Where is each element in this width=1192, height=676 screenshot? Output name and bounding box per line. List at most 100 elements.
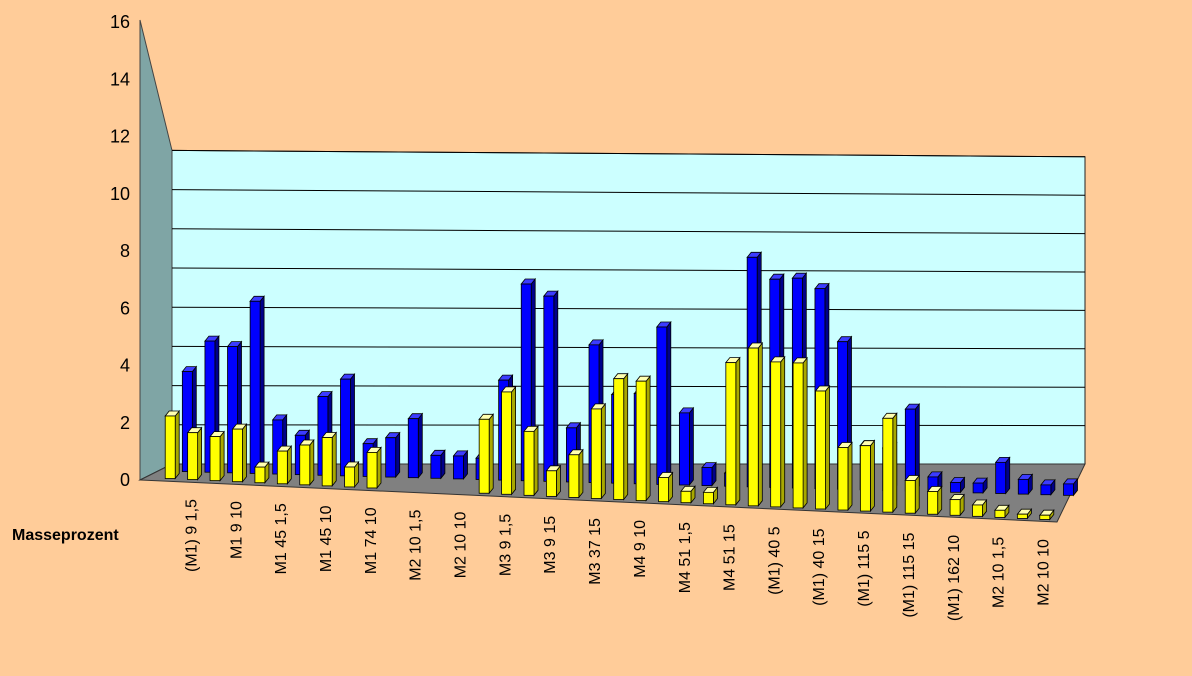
bar-yellow-40-front xyxy=(1039,514,1051,520)
bar-blue-22-front xyxy=(656,326,668,485)
bar-yellow-4 xyxy=(231,422,248,483)
bar-yellow-10-front xyxy=(366,452,378,489)
bar-yellow-23 xyxy=(657,471,674,503)
bar-yellow-3 xyxy=(209,430,225,482)
bar-yellow-22 xyxy=(635,375,651,502)
bar-blue-24 xyxy=(701,461,717,487)
bar-yellow-31-front xyxy=(837,447,849,511)
bar-blue-17-front xyxy=(543,295,555,482)
bar-yellow-34-front xyxy=(904,480,916,514)
bar-yellow-31-side xyxy=(847,441,853,512)
x-tick-label: M4 51 15 xyxy=(722,524,739,591)
bar-yellow-7-front xyxy=(299,444,311,486)
side-wall xyxy=(139,19,173,481)
x-tick-label: (M1) 162 10 xyxy=(946,535,963,621)
bar-yellow-27-side xyxy=(757,341,763,507)
bar-yellow-23-front xyxy=(658,477,669,503)
bar-yellow-2-side xyxy=(197,426,203,481)
bar-yellow-29-front xyxy=(792,362,804,509)
bar-blue-17-side xyxy=(553,289,559,483)
bar-yellow-38-front xyxy=(994,509,1006,518)
bar-yellow-30 xyxy=(814,384,831,511)
bar-yellow-26-front xyxy=(725,362,737,506)
x-tick-label: M3 9 1,5 xyxy=(497,514,514,576)
bar-yellow-21-front xyxy=(613,378,625,500)
bar-blue-38 xyxy=(1017,473,1034,496)
bar-yellow-21 xyxy=(612,372,629,501)
gridline-8 xyxy=(171,149,1086,158)
bar-yellow-20-front xyxy=(590,408,602,499)
bar-yellow-16-side xyxy=(511,385,516,496)
bar-yellow-9 xyxy=(343,460,360,489)
bar-blue-38-front xyxy=(1017,478,1029,495)
bar-yellow-28-side xyxy=(780,355,786,509)
x-tick-label: M2 10 10 xyxy=(1036,539,1053,606)
bar-yellow-6-front xyxy=(276,450,288,485)
x-tick-label: M2 10 1,5 xyxy=(991,537,1008,608)
x-tick-label: (M1) 9 1,5 xyxy=(183,499,200,572)
bar-yellow-7 xyxy=(298,438,315,486)
bar-blue-24-front xyxy=(701,467,713,486)
bar-yellow-17 xyxy=(523,425,539,497)
bar-yellow-18-front xyxy=(546,470,557,497)
bar-blue-33 xyxy=(904,402,921,493)
bar-yellow-10-side xyxy=(376,446,382,490)
bar-yellow-32-side xyxy=(870,439,875,513)
bar-blue-23-side xyxy=(689,406,694,487)
gridline-6 xyxy=(171,228,1086,235)
bar-yellow-35-front xyxy=(927,491,939,515)
bar-yellow-37-front xyxy=(972,504,983,517)
bar-yellow-34-side xyxy=(914,474,920,515)
bar-blue-22-side xyxy=(666,320,672,486)
bar-yellow-6-side xyxy=(286,444,292,485)
y-tick-label: 8 xyxy=(120,241,130,261)
bar-yellow-1-side xyxy=(174,409,180,480)
bar-yellow-19-front xyxy=(568,454,580,498)
bar-yellow-30-side xyxy=(825,384,830,511)
bar-yellow-33-front xyxy=(882,417,894,513)
bar-yellow-39-front xyxy=(1016,513,1028,519)
x-tick-label: M1 45 1,5 xyxy=(273,503,290,574)
bar-yellow-17-side xyxy=(533,425,539,497)
bar-blue-35 xyxy=(949,476,966,494)
bar-yellow-5 xyxy=(254,460,270,484)
x-tick-label: (M1) 40 15 xyxy=(811,528,828,605)
bar-yellow-29-side xyxy=(802,356,808,510)
x-tick-label: (M1) 40 5 xyxy=(766,526,783,595)
bar-blue-36 xyxy=(972,476,988,495)
bar-blue-13-front xyxy=(453,455,464,480)
bar-yellow-26-side xyxy=(735,356,741,506)
bar-yellow-3-front xyxy=(209,436,221,482)
bar-yellow-8-front xyxy=(321,437,333,487)
bar-yellow-27 xyxy=(747,341,764,507)
bar-blue-37 xyxy=(994,456,1011,495)
gridline-4 xyxy=(171,306,1086,311)
x-tick-label: M3 37 15 xyxy=(587,518,604,585)
bar-blue-23 xyxy=(678,406,695,487)
bar-yellow-3-side xyxy=(219,430,225,482)
bar-blue-8-side xyxy=(350,372,355,477)
x-axis-title: Masseprozent xyxy=(12,527,119,544)
bar-yellow-1 xyxy=(164,409,181,480)
bar-yellow-26 xyxy=(724,356,741,506)
bar-blue-36-front xyxy=(972,482,984,494)
x-tick-label: M1 45 10 xyxy=(318,505,335,572)
x-tick-label: (M1) 115 5 xyxy=(856,530,873,606)
bar-yellow-20 xyxy=(590,402,607,500)
y-tick-label: 14 xyxy=(110,69,130,89)
y-tick-label: 6 xyxy=(120,298,130,318)
bar-yellow-38 xyxy=(994,504,1010,519)
bar-yellow-27-front xyxy=(747,347,759,507)
bar-blue-23-front xyxy=(678,412,690,486)
bar-blue-13 xyxy=(452,449,469,481)
bar-yellow-24-front xyxy=(680,490,692,504)
bar-blue-40 xyxy=(1062,477,1079,497)
bar-blue-17 xyxy=(542,289,559,483)
bar-blue-22 xyxy=(655,320,672,486)
bar-blue-11-side xyxy=(417,412,423,479)
x-tick-label: M1 74 10 xyxy=(363,507,380,574)
bar-yellow-8-side xyxy=(331,431,337,488)
bar-yellow-7-side xyxy=(309,438,315,486)
bar-blue-39-front xyxy=(1040,484,1052,496)
